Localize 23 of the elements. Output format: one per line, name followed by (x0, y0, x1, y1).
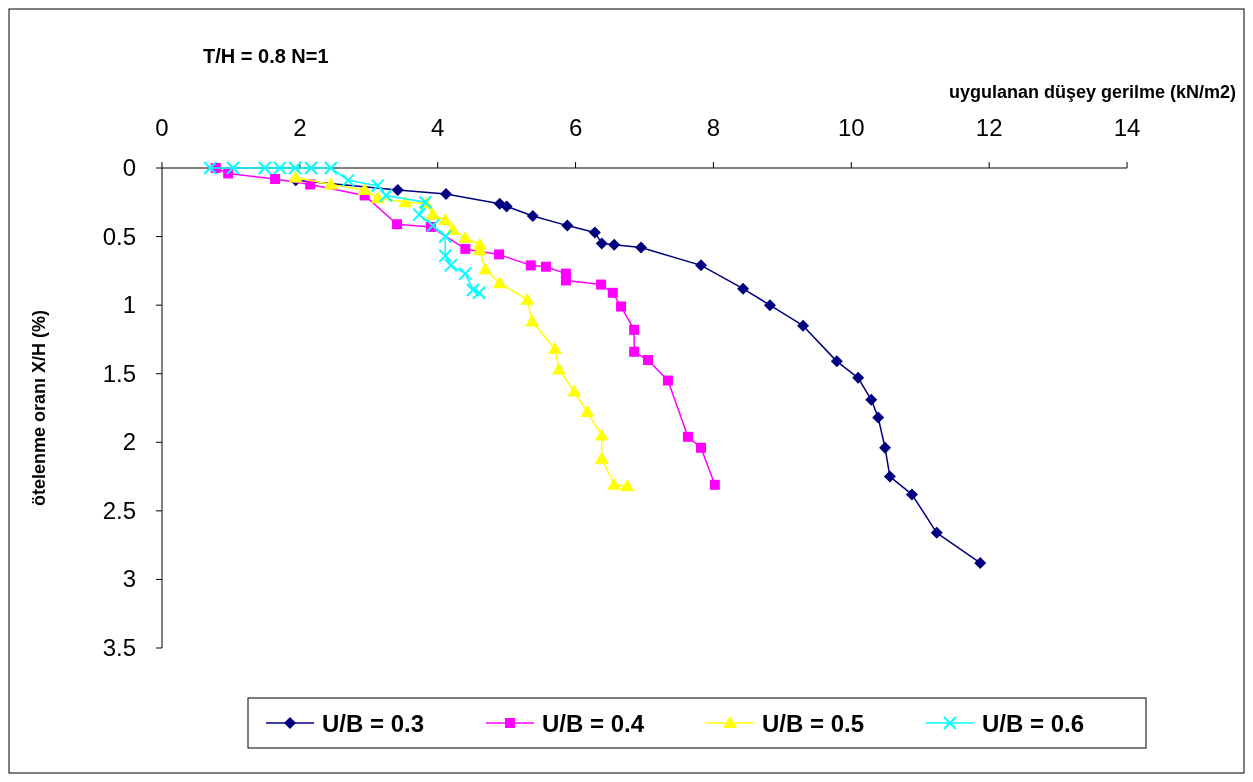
x-axis-title: uygulanan düşey gerilme (kN/m2) (948, 82, 1236, 102)
y-tick-label: 1 (122, 291, 136, 319)
x-tick-label: 4 (431, 114, 445, 141)
chart-title: T/H = 0.8 N=1 (203, 45, 329, 67)
y-tick-label: 2.5 (102, 496, 136, 524)
legend-label: U/B = 0.6 (982, 710, 1085, 737)
y-tick-label: 3 (122, 565, 136, 593)
legend-label: U/B = 0.3 (322, 710, 425, 737)
x-tick-label: 14 (1113, 114, 1141, 141)
x-tick-label: 8 (706, 114, 721, 141)
legend-label: U/B = 0.4 (542, 710, 645, 737)
y-tick-label: 1.5 (102, 359, 136, 387)
x-tick-label: 6 (568, 114, 583, 141)
y-tick-label: 2 (122, 428, 136, 456)
x-tick-label: 2 (293, 114, 307, 141)
legend-label: U/B = 0.5 (762, 710, 865, 737)
y-axis-title: ötelenme oranı X/H (%) (29, 309, 49, 507)
y-tick-label: 0.5 (102, 222, 136, 250)
x-tick-label: 12 (975, 114, 1003, 141)
x-tick-label: 10 (837, 114, 865, 141)
x-tick-label: 0 (155, 114, 169, 141)
y-tick-label: 3.5 (102, 634, 136, 661)
y-tick-label: 0 (122, 154, 136, 181)
